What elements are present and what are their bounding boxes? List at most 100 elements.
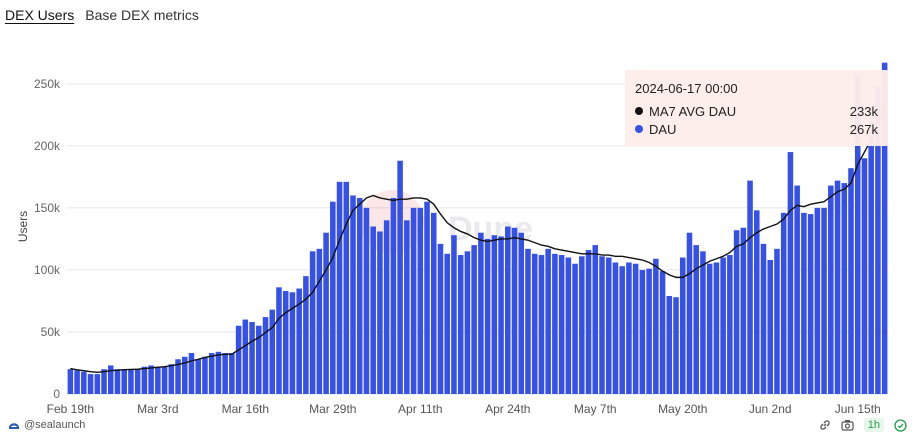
dau-bar xyxy=(377,231,383,394)
dau-bar xyxy=(430,212,437,394)
dau-bar xyxy=(155,366,161,394)
x-tick-label: Apr 24th xyxy=(485,402,530,416)
dau-bar xyxy=(525,248,531,394)
refresh-check-icon[interactable] xyxy=(893,418,907,432)
dau-bar xyxy=(881,62,888,394)
camera-icon[interactable] xyxy=(841,418,855,432)
dau-bar xyxy=(713,262,720,394)
dau-bar xyxy=(336,181,343,394)
dau-bar xyxy=(235,325,242,394)
dau-bar xyxy=(323,232,329,394)
dau-bar xyxy=(94,374,101,394)
x-tick-label: Jun 2nd xyxy=(749,402,792,416)
y-tick-label: 0 xyxy=(53,387,60,401)
tooltip-series-name: MA7 AVG DAU xyxy=(649,103,737,119)
dau-bar xyxy=(289,292,296,394)
y-axis-label: Users xyxy=(16,211,30,242)
sealaunch-logo-icon xyxy=(9,423,19,429)
dau-bar xyxy=(646,268,652,394)
x-tick-label: Jun 15th xyxy=(835,402,881,416)
x-tick-label: Apr 11th xyxy=(398,402,442,416)
dau-bar xyxy=(801,212,807,394)
dau-bar xyxy=(659,271,666,394)
dau-bar xyxy=(814,207,821,394)
dau-legend-dot xyxy=(635,125,643,133)
dau-bar xyxy=(484,238,491,394)
dau-bar xyxy=(424,201,430,394)
dau-bar xyxy=(612,262,619,394)
dau-bar xyxy=(848,168,854,394)
dau-bar xyxy=(242,319,249,394)
dau-bar xyxy=(249,322,255,394)
dau-bar xyxy=(821,207,827,394)
tab-base-dex-metrics[interactable]: Base DEX metrics xyxy=(85,7,199,23)
dau-bar xyxy=(605,257,612,394)
dau-bar xyxy=(505,226,511,394)
dau-bar xyxy=(464,251,471,394)
dau-bar xyxy=(282,291,289,394)
y-tick-label: 250k xyxy=(34,77,61,91)
dau-bar xyxy=(632,263,639,394)
dau-bar xyxy=(693,245,699,394)
dau-bar xyxy=(639,269,646,394)
dau-bar xyxy=(854,75,861,394)
dau-bar xyxy=(141,366,148,394)
dau-bar xyxy=(828,185,834,394)
dau-bar xyxy=(592,245,599,394)
y-tick-label: 100k xyxy=(34,263,61,277)
dau-bar xyxy=(269,309,276,394)
tooltip-row-dau: DAU 267k xyxy=(635,120,878,138)
dau-bar xyxy=(740,227,747,394)
dau-bar xyxy=(686,232,693,394)
dau-bar xyxy=(410,207,417,394)
dau-bar xyxy=(841,183,848,394)
dau-bar xyxy=(457,255,464,394)
dau-bar xyxy=(404,220,410,394)
x-tick-label: Mar 29th xyxy=(309,402,356,416)
dau-bar xyxy=(262,317,269,394)
dau-bar xyxy=(599,256,605,394)
dau-bar xyxy=(666,295,673,394)
tooltip-series-name: DAU xyxy=(649,121,677,137)
dau-bar xyxy=(363,207,370,394)
tooltip-row-ma7: MA7 AVG DAU 233k xyxy=(635,102,878,120)
dau-bar xyxy=(767,260,773,394)
dau-bar xyxy=(343,181,350,394)
author-link[interactable]: @sealaunch xyxy=(24,419,86,431)
dau-bar xyxy=(619,266,625,394)
dau-bar xyxy=(679,257,686,394)
tooltip-series-value: 267k xyxy=(849,121,878,137)
y-tick-label: 200k xyxy=(34,139,61,153)
dau-bar xyxy=(202,356,208,394)
dau-bar xyxy=(128,369,134,394)
chart-tooltip: 2024-06-17 00:00 MA7 AVG DAU 233k DAU 26… xyxy=(625,70,888,146)
dau-bar xyxy=(653,258,659,394)
dau-bar xyxy=(161,366,168,394)
ma7-legend-dot xyxy=(635,107,643,115)
dau-bar xyxy=(188,353,195,394)
chart-tabs: DEX Users Base DEX metrics xyxy=(5,7,199,29)
tab-dex-users[interactable]: DEX Users xyxy=(5,7,75,23)
dau-bar xyxy=(545,248,551,394)
dau-bar xyxy=(390,197,397,394)
dau-bar xyxy=(471,245,477,394)
dau-bar xyxy=(101,369,107,394)
link-icon[interactable] xyxy=(818,418,832,432)
dau-bar xyxy=(296,288,302,394)
dau-bar xyxy=(74,370,80,394)
dau-bar xyxy=(114,369,121,394)
dau-bar xyxy=(673,297,679,394)
ma7-line xyxy=(70,104,886,373)
dau-bar xyxy=(256,325,262,394)
dau-bar xyxy=(875,86,881,394)
dau-bar xyxy=(579,256,585,394)
dau-bar xyxy=(417,207,424,394)
dau-bar xyxy=(276,287,282,394)
chart-actions: 1h xyxy=(818,418,907,432)
dau-bar xyxy=(700,251,706,394)
dau-bar xyxy=(774,248,780,394)
dau-bar xyxy=(451,235,457,394)
dau-bar xyxy=(861,158,868,394)
dau-bar xyxy=(585,250,592,394)
